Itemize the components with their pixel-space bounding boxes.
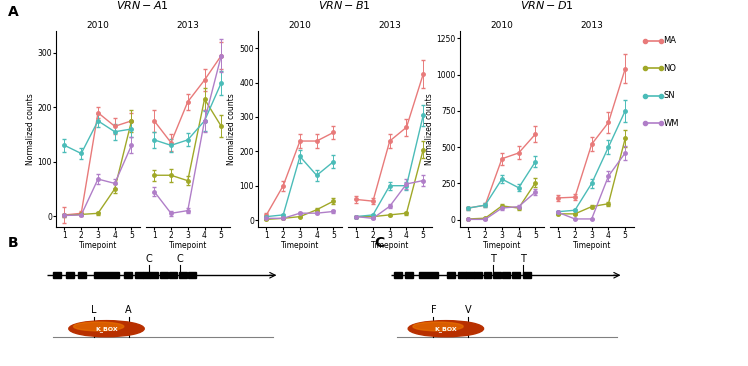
Text: SN: SN	[663, 91, 675, 100]
Text: C: C	[374, 236, 384, 250]
Ellipse shape	[413, 322, 463, 331]
Text: F: F	[431, 306, 436, 315]
Text: WM: WM	[663, 119, 679, 128]
Bar	[94, 272, 119, 278]
Bar	[124, 272, 132, 278]
Title: 2013: 2013	[378, 21, 401, 30]
Y-axis label: Normalized counts: Normalized counts	[25, 93, 34, 165]
Bar	[79, 272, 86, 278]
Text: V: V	[465, 306, 471, 315]
X-axis label: Timepoint: Timepoint	[280, 242, 319, 250]
Bar	[493, 272, 501, 278]
Bar	[474, 272, 482, 278]
Title: 2010: 2010	[491, 21, 513, 30]
Text: L: L	[91, 306, 96, 315]
Bar	[483, 272, 491, 278]
Text: MA: MA	[663, 36, 676, 45]
Bar	[135, 272, 143, 278]
X-axis label: Timepoint: Timepoint	[168, 242, 207, 250]
Text: K_BOX: K_BOX	[95, 326, 118, 332]
Bar	[143, 272, 150, 278]
Title: 2013: 2013	[177, 21, 199, 30]
X-axis label: Timepoint: Timepoint	[482, 242, 521, 250]
Text: K_BOX: K_BOX	[435, 326, 457, 332]
X-axis label: Timepoint: Timepoint	[370, 242, 409, 250]
Bar	[150, 272, 159, 278]
Ellipse shape	[69, 321, 144, 337]
Bar	[503, 272, 510, 278]
Text: $\it{VRN-A1}$: $\it{VRN-A1}$	[117, 0, 169, 11]
Text: NO: NO	[663, 64, 676, 73]
Bar	[405, 272, 413, 278]
Text: C: C	[177, 254, 184, 264]
Ellipse shape	[73, 322, 124, 331]
X-axis label: Timepoint: Timepoint	[572, 242, 611, 250]
X-axis label: Timepoint: Timepoint	[79, 242, 117, 250]
Text: A: A	[7, 5, 18, 19]
Y-axis label: Normalized counts: Normalized counts	[227, 93, 236, 165]
Title: 2013: 2013	[580, 21, 603, 30]
Text: $\it{VRN-B1}$: $\it{VRN-B1}$	[319, 0, 371, 11]
Bar	[523, 272, 531, 278]
Bar	[394, 272, 402, 278]
Bar	[53, 272, 61, 278]
Text: $\it{VRN-D1}$: $\it{VRN-D1}$	[520, 0, 574, 11]
Ellipse shape	[408, 321, 483, 337]
Bar	[419, 272, 438, 278]
Bar	[466, 272, 474, 278]
Bar	[512, 272, 520, 278]
Text: B: B	[7, 236, 18, 250]
Bar	[66, 272, 73, 278]
Text: C: C	[146, 254, 153, 264]
Title: 2010: 2010	[87, 21, 109, 30]
Y-axis label: Normalized counts: Normalized counts	[425, 93, 434, 165]
Bar	[169, 272, 177, 278]
Text: A: A	[125, 306, 132, 315]
Text: T: T	[520, 254, 526, 264]
Bar	[459, 272, 466, 278]
Title: 2010: 2010	[289, 21, 311, 30]
Bar	[188, 272, 196, 278]
Bar	[179, 272, 187, 278]
Text: T: T	[490, 254, 496, 264]
Bar	[447, 272, 456, 278]
Bar	[160, 272, 168, 278]
